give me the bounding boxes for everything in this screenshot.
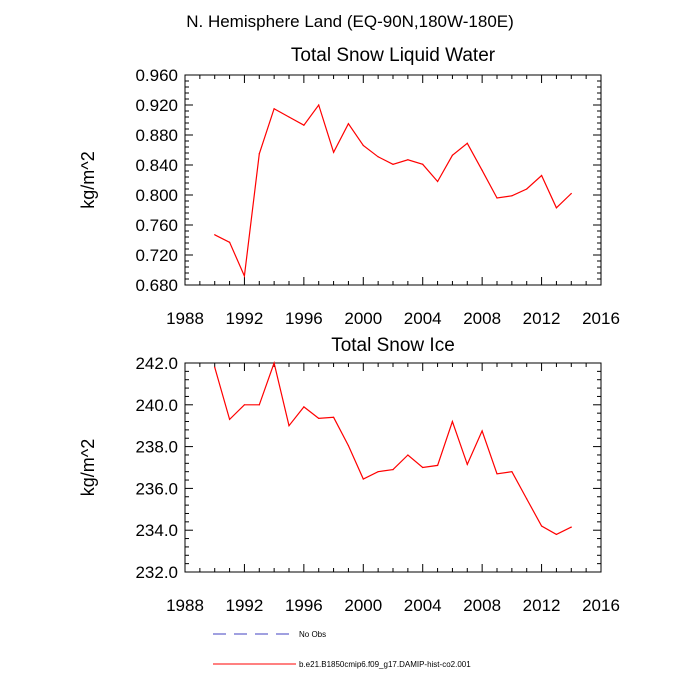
y-tick-label: 0.920 [135,96,178,115]
y-tick-label: 0.840 [135,156,178,175]
data-point [540,174,543,177]
data-point [496,197,498,199]
data-point [466,142,468,144]
y-tick-label: 236.0 [135,479,178,498]
x-tick-label: 1988 [166,309,204,328]
data-point [436,180,439,183]
series-line [214,360,572,536]
data-point [511,195,513,197]
x-tick-label: 2016 [582,309,620,328]
data-point [362,144,364,147]
data-point [318,417,320,419]
data-point [288,425,290,427]
data-point [422,466,424,469]
x-tick-label: 2012 [523,309,561,328]
data-point [273,362,275,364]
chart-title: Total Snow Ice [331,335,455,356]
data-point [555,207,558,209]
y-tick-label: 242.0 [135,354,178,373]
data-point [466,463,468,465]
legend-label: No Obs [299,630,326,639]
data-point [422,163,424,165]
data-point [258,153,260,155]
data-point [214,366,216,368]
data-point [555,533,558,535]
y-tick-label: 0.880 [135,126,178,145]
plot-frame [184,362,602,573]
data-point [511,471,513,473]
data-point [332,151,335,153]
data-point [258,404,260,406]
x-tick-label: 1996 [285,309,323,328]
x-tick-label: 2004 [404,596,442,615]
data-point [318,104,320,106]
data-point [288,116,290,118]
legend-label: b.e21.B1850cmip6.f09_g17.DAMIP-hist-co2.… [299,660,471,669]
data-point [303,406,305,408]
y-tick-label: 238.0 [135,438,178,457]
y-tick-label: 0.960 [135,66,178,85]
data-point [451,154,454,156]
x-tick-label: 2008 [463,596,501,615]
y-tick-label: 0.680 [135,276,178,295]
data-point [392,163,394,165]
data-point [377,471,379,473]
data-point [243,275,246,277]
data-point [273,108,275,110]
data-point [214,234,216,236]
x-tick-label: 2004 [404,309,442,328]
x-tick-label: 2016 [582,596,620,615]
y-tick-label: 234.0 [135,521,178,540]
data-point [570,526,572,528]
y-tick-label: 240.0 [135,396,178,415]
data-point [392,468,394,471]
data-point [526,188,528,190]
data-point [436,464,439,467]
data-point [347,123,350,125]
panel-snow-liquid-water: Total Snow Liquid Water kg/m^2 1988 1992 199… [78,45,620,328]
figure-suptitle: N. Hemisphere Land (EQ-90N,180W-180E) [186,12,514,31]
chart-title: Total Snow Liquid Water [291,45,496,66]
data-point [362,478,364,480]
y-axis-label: kg/m^2 [78,151,98,208]
series-line [214,103,572,279]
data-point [481,169,483,171]
data-point [407,159,409,161]
data-point [570,192,572,195]
data-point [540,525,543,527]
x-tick-label: 1988 [166,596,204,615]
x-tick-label: 2012 [523,596,561,615]
y-tick-label: 0.800 [135,186,178,205]
data-point [481,430,483,432]
data-point [303,124,305,126]
y-tick-label: 232.0 [135,563,178,582]
x-tick-label: 2008 [463,309,501,328]
y-tick-label: 0.760 [135,216,178,235]
data-point [496,473,498,475]
y-axis-label: kg/m^2 [78,439,98,496]
data-point [228,418,231,421]
legend: No Obs b.e21.B1850cmip6.f09_g17.DAMIP-his… [213,630,471,669]
x-tick-label: 2000 [344,309,382,328]
y-tick-label: 0.720 [135,246,178,265]
data-point [407,454,409,456]
data-point [243,404,246,406]
x-tick-label: 2000 [344,596,382,615]
x-tick-label: 1996 [285,596,323,615]
x-tick-label: 1992 [226,309,264,328]
data-point [526,498,528,500]
panel-snow-ice: Total Snow Ice kg/m^2 1988 1992 1996 2000 2004… [78,335,620,615]
data-point [347,444,350,447]
data-point [332,416,335,418]
data-point [451,420,454,423]
data-point [377,156,379,158]
data-point [228,241,231,243]
x-tick-label: 1992 [226,596,264,615]
